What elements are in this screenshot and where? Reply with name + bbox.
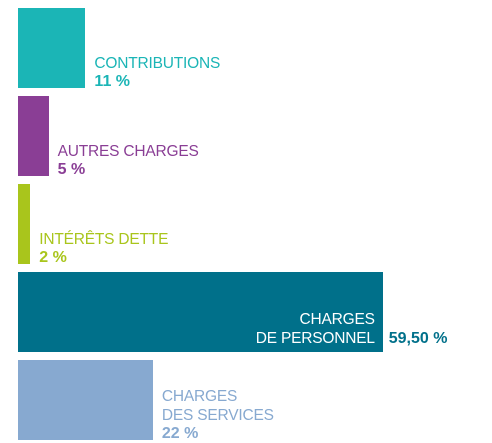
bar xyxy=(18,184,31,264)
category-label: CONTRIBUTIONS xyxy=(94,55,221,72)
bar xyxy=(18,272,383,352)
bar xyxy=(18,96,49,176)
bar xyxy=(18,8,86,88)
bar xyxy=(18,360,153,440)
value-label: 22 % xyxy=(161,425,199,442)
value-label: 5 % xyxy=(57,161,86,178)
category-label: CHARGES DES SERVICES xyxy=(161,388,274,424)
value-label: 59,50 % xyxy=(388,330,448,347)
category-label: AUTRES CHARGES xyxy=(57,143,199,160)
category-label: CHARGES DE PERSONNEL xyxy=(255,311,375,347)
category-label: INTÉRÊTS DETTE xyxy=(39,231,169,248)
value-label: 11 % xyxy=(94,73,131,90)
value-label: 2 % xyxy=(39,249,67,266)
